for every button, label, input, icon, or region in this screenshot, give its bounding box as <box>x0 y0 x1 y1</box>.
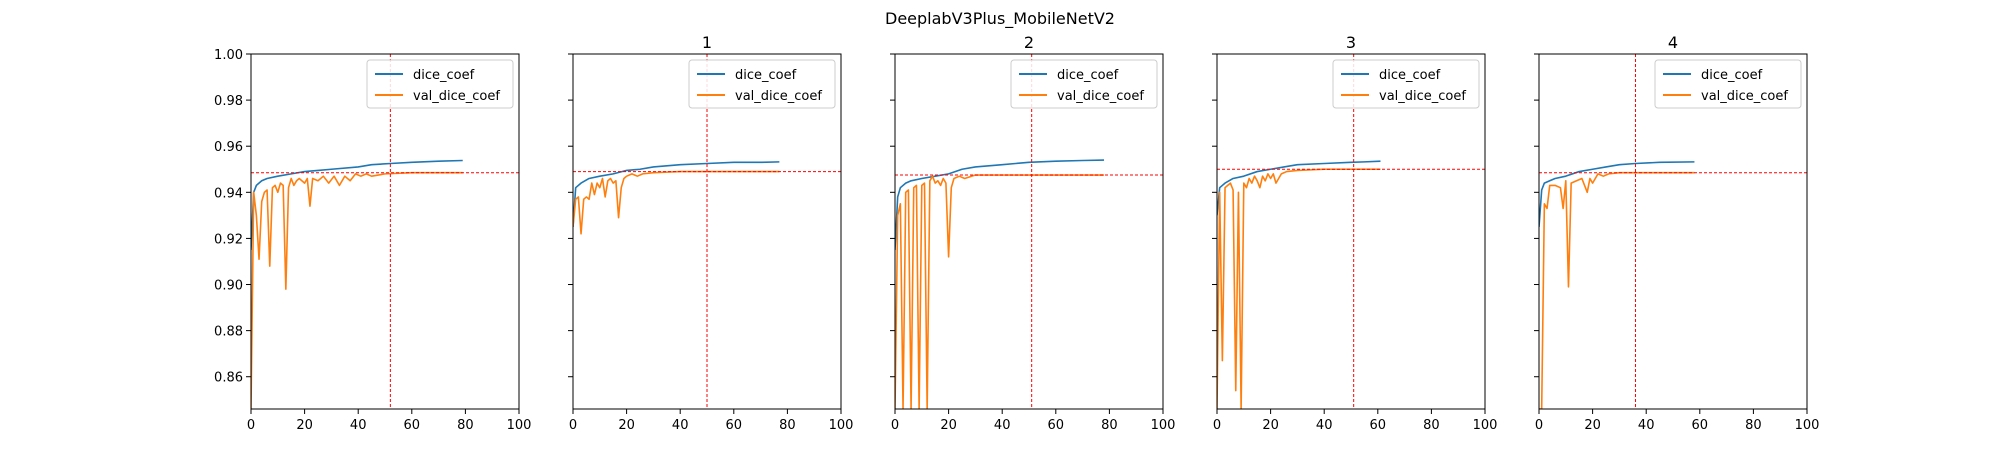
axes-frame <box>572 53 842 410</box>
x-tick-label: 40 <box>672 418 689 433</box>
x-tick-label: 40 <box>350 418 367 433</box>
series-line-dice-coef <box>251 159 463 250</box>
x-tick-label: 40 <box>1638 418 1655 433</box>
legend-label: dice_coef <box>1379 68 1441 83</box>
x-tick-label: 80 <box>1101 418 1118 433</box>
legend: dice_coef val_dice_coef <box>366 59 514 109</box>
y-tick-label: 0.98 <box>214 94 243 109</box>
legend-label: dice_coef <box>1057 68 1119 83</box>
x-tick-label: 0 <box>891 418 899 433</box>
figure-title: DeeplabV3Plus_MobileNetV2 <box>885 9 1115 29</box>
x-tick-label: 20 <box>940 418 957 433</box>
legend-label: val_dice_coef <box>1379 89 1466 104</box>
x-tick-label: 0 <box>247 418 255 433</box>
x-tick-label: 80 <box>779 418 796 433</box>
x-tick-label: 20 <box>1262 418 1279 433</box>
y-tick-label: 0.88 <box>214 325 243 340</box>
legend: dice_coef val_dice_coef <box>1332 59 1480 109</box>
x-tick-label: 40 <box>994 418 1011 433</box>
legend-label: dice_coef <box>735 68 797 83</box>
subplot-0: 0 20 40 60 80 100 0.86 0.88 0.90 0.92 0.94 0.96 0.98… <box>214 48 531 433</box>
series-line-dice-coef <box>573 161 780 227</box>
axes-frame <box>1216 53 1486 410</box>
legend-box <box>1654 59 1802 109</box>
axes-frame <box>250 53 520 410</box>
legend-label: dice_coef <box>1701 68 1763 83</box>
legend-box <box>1332 59 1480 109</box>
legend-label: val_dice_coef <box>1057 89 1144 104</box>
subplot-1: 1 0 20 40 60 80 100 dice_coef val_dice_coef <box>568 33 853 433</box>
y-tick-label: 0.90 <box>214 279 243 294</box>
series-line-val-dice-coef <box>1539 171 1695 409</box>
y-tick-label: 0.86 <box>214 371 243 386</box>
subplot-3: 3 0 20 40 60 80 100 dice_coef val_dice_coef <box>1212 33 1497 433</box>
legend-label: dice_coef <box>413 68 475 83</box>
legend-label: val_dice_coef <box>413 89 500 104</box>
subplot-title: 3 <box>1346 33 1356 52</box>
x-tick-label: 0 <box>1213 418 1221 433</box>
series-line-val-dice-coef <box>1217 168 1381 409</box>
x-tick-label: 80 <box>1423 418 1440 433</box>
subplot-title: 2 <box>1024 33 1034 52</box>
x-tick-label: 0 <box>1535 418 1543 433</box>
axes-frame <box>894 53 1164 410</box>
x-tick-label: 60 <box>404 418 421 433</box>
series-line-dice-coef <box>1217 160 1381 216</box>
y-tick-label: 0.96 <box>214 140 243 155</box>
series-line-dice-coef <box>895 159 1105 250</box>
series-line-dice-coef <box>1539 161 1695 227</box>
y-tick-label: 1.00 <box>214 48 243 63</box>
legend-box <box>688 59 836 109</box>
y-tick-label: 0.94 <box>214 186 243 201</box>
legend-label: val_dice_coef <box>1701 89 1788 104</box>
series-line-val-dice-coef <box>573 170 780 235</box>
x-tick-label: 80 <box>457 418 474 433</box>
x-tick-label: 20 <box>618 418 635 433</box>
x-tick-label: 60 <box>1692 418 1709 433</box>
x-tick-label: 20 <box>1584 418 1601 433</box>
axes-frame <box>1538 53 1808 410</box>
legend: dice_coef val_dice_coef <box>1010 59 1158 109</box>
legend: dice_coef val_dice_coef <box>688 59 836 109</box>
subplot-title: 1 <box>702 33 712 52</box>
x-tick-label: 100 <box>507 418 532 433</box>
legend-label: val_dice_coef <box>735 89 822 104</box>
y-tick-label: 0.92 <box>214 232 243 247</box>
x-tick-label: 80 <box>1745 418 1762 433</box>
legend-box <box>366 59 514 109</box>
x-tick-label: 60 <box>1370 418 1387 433</box>
x-tick-label: 100 <box>829 418 854 433</box>
x-tick-label: 60 <box>726 418 743 433</box>
legend: dice_coef val_dice_coef <box>1654 59 1802 109</box>
x-tick-label: 60 <box>1048 418 1065 433</box>
subplot-title: 4 <box>1668 33 1678 52</box>
x-tick-label: 100 <box>1473 418 1498 433</box>
x-tick-label: 40 <box>1316 418 1333 433</box>
x-tick-label: 100 <box>1795 418 1820 433</box>
x-tick-label: 0 <box>569 418 577 433</box>
x-tick-label: 20 <box>296 418 313 433</box>
series-line-val-dice-coef <box>895 174 1105 409</box>
x-tick-label: 100 <box>1151 418 1176 433</box>
legend-box <box>1010 59 1158 109</box>
series-line-val-dice-coef <box>251 171 463 409</box>
